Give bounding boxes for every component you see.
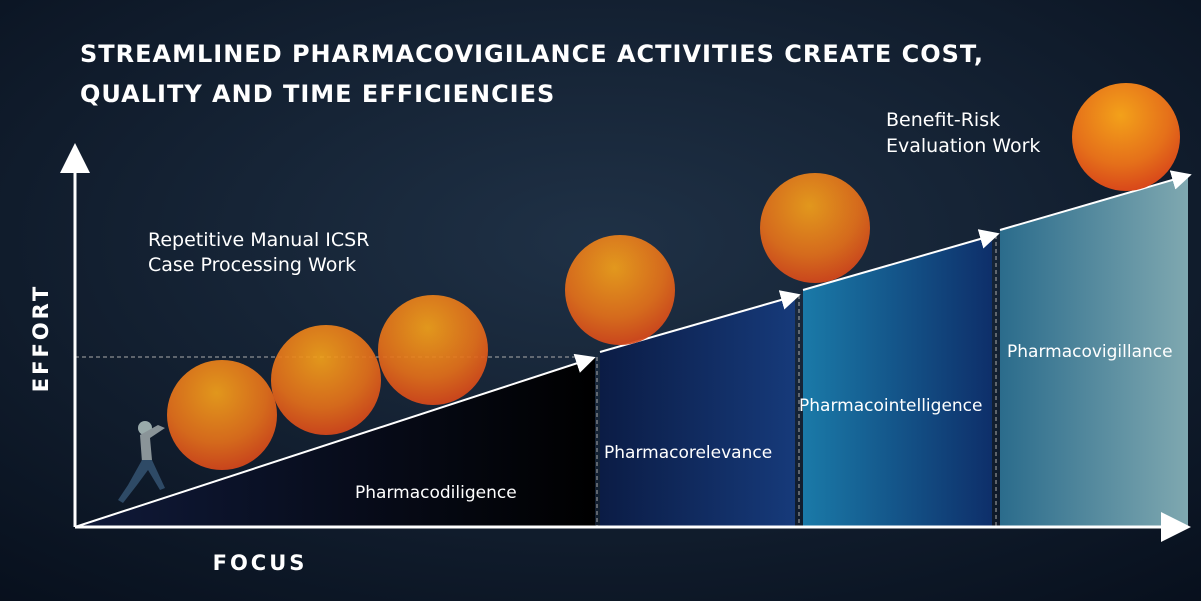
stage-label: Pharmacointelligence	[799, 396, 982, 416]
person-icon	[118, 421, 165, 503]
annotation: Repetitive Manual ICSR	[148, 229, 369, 251]
stage-label: Pharmacodiligence	[355, 483, 517, 503]
dashed-guides	[75, 235, 997, 527]
stage-label: Pharmacorelevance	[604, 443, 772, 463]
title-line: QUALITY AND TIME EFFICIENCIES	[80, 80, 555, 108]
annotation: Evaluation Work	[886, 135, 1040, 157]
stage-shape	[1000, 175, 1188, 527]
stage-label: Pharmacovigillance	[1007, 342, 1173, 362]
stage-shape	[803, 235, 992, 527]
stage-shape	[600, 295, 795, 527]
y-axis-label: EFFORT	[29, 284, 53, 392]
annotation: Case Processing Work	[148, 254, 356, 276]
balls	[167, 83, 1180, 470]
title-line: STREAMLINED PHARMACOVIGILANCE ACTIVITIES…	[80, 40, 984, 68]
x-axis-label: FOCUS	[213, 551, 308, 575]
annotation: Benefit-Risk	[886, 109, 1000, 131]
